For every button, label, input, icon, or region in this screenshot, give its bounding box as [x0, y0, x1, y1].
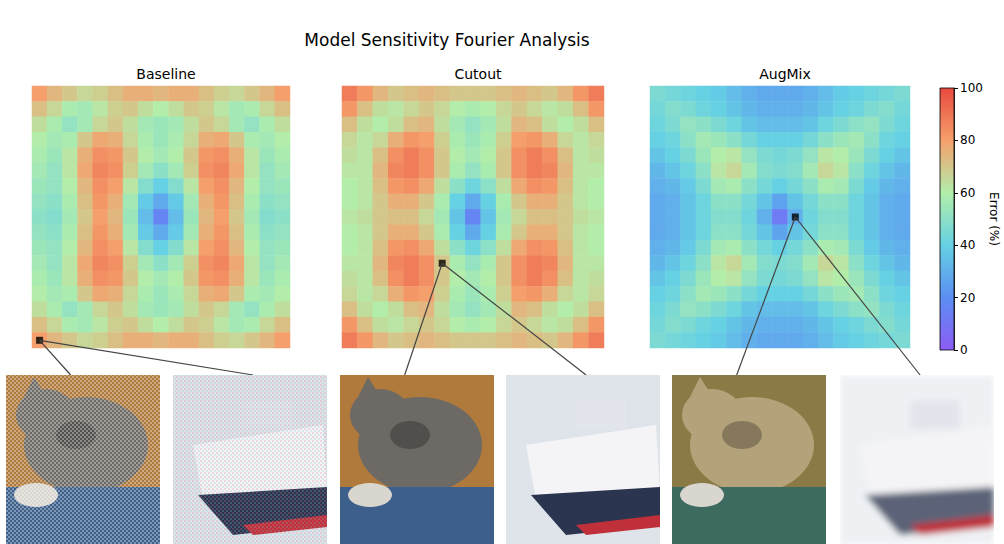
- svg-text:Model Sensitivity Fourier Anal: Model Sensitivity Fourier Analysis: [304, 30, 589, 50]
- svg-text:Error (%): Error (%): [987, 192, 1001, 246]
- svg-text:100: 100: [960, 81, 983, 95]
- svg-text:80: 80: [960, 133, 975, 147]
- svg-text:Baseline: Baseline: [136, 66, 195, 82]
- svg-text:0: 0: [960, 343, 968, 357]
- svg-text:40: 40: [960, 238, 975, 252]
- svg-text:Cutout: Cutout: [454, 66, 502, 82]
- svg-text:AugMix: AugMix: [759, 66, 811, 82]
- svg-text:20: 20: [960, 291, 975, 305]
- svg-text:60: 60: [960, 186, 975, 200]
